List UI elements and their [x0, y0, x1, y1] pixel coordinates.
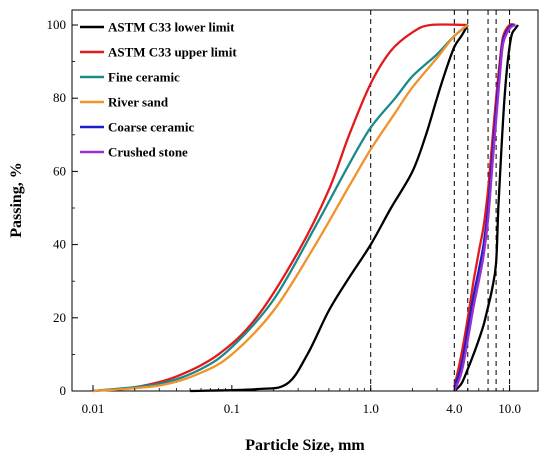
- y-tick-label: 20: [53, 310, 66, 325]
- y-tick-label: 100: [47, 17, 67, 32]
- x-axis-ticks: 0.01 0.1 1.0 4.0 10.0: [82, 385, 521, 416]
- series-line-5-0: [453, 23, 516, 392]
- y-axis-title: Passing, %: [8, 162, 25, 238]
- x-tick-label: 0.1: [224, 401, 240, 416]
- y-tick-label: 0: [60, 383, 67, 398]
- legend-label: ASTM C33 upper limit: [108, 45, 237, 60]
- legend-label: Fine ceramic: [108, 70, 180, 85]
- y-tick-label: 60: [53, 163, 66, 178]
- legend: ASTM C33 lower limit ASTM C33 upper limit…: [80, 20, 237, 160]
- x-tick-label: 10.0: [498, 401, 521, 416]
- series-group: [92, 23, 519, 393]
- y-tick-label: 80: [53, 90, 66, 105]
- series-line-3-0: [92, 24, 469, 393]
- plot-frame: [71, 9, 539, 392]
- x-axis-title: Particle Size, mm: [245, 437, 365, 454]
- y-axis-ticks: 0 20 40 60 80 100: [47, 17, 78, 398]
- legend-label: River sand: [108, 95, 169, 110]
- series-line-2-0: [92, 24, 469, 393]
- legend-label: Coarse ceramic: [108, 120, 194, 135]
- series-line-1-0: [92, 23, 468, 393]
- legend-label: ASTM C33 lower limit: [108, 20, 235, 35]
- x-tick-label: 0.01: [82, 401, 105, 416]
- legend-label: Crushed stone: [108, 145, 188, 160]
- y-tick-label: 40: [53, 237, 66, 252]
- x-tick-label: 4.0: [446, 401, 462, 416]
- series-line-0-1: [453, 24, 519, 392]
- series-line-0-0: [190, 24, 469, 393]
- x-tick-label: 1.0: [363, 401, 379, 416]
